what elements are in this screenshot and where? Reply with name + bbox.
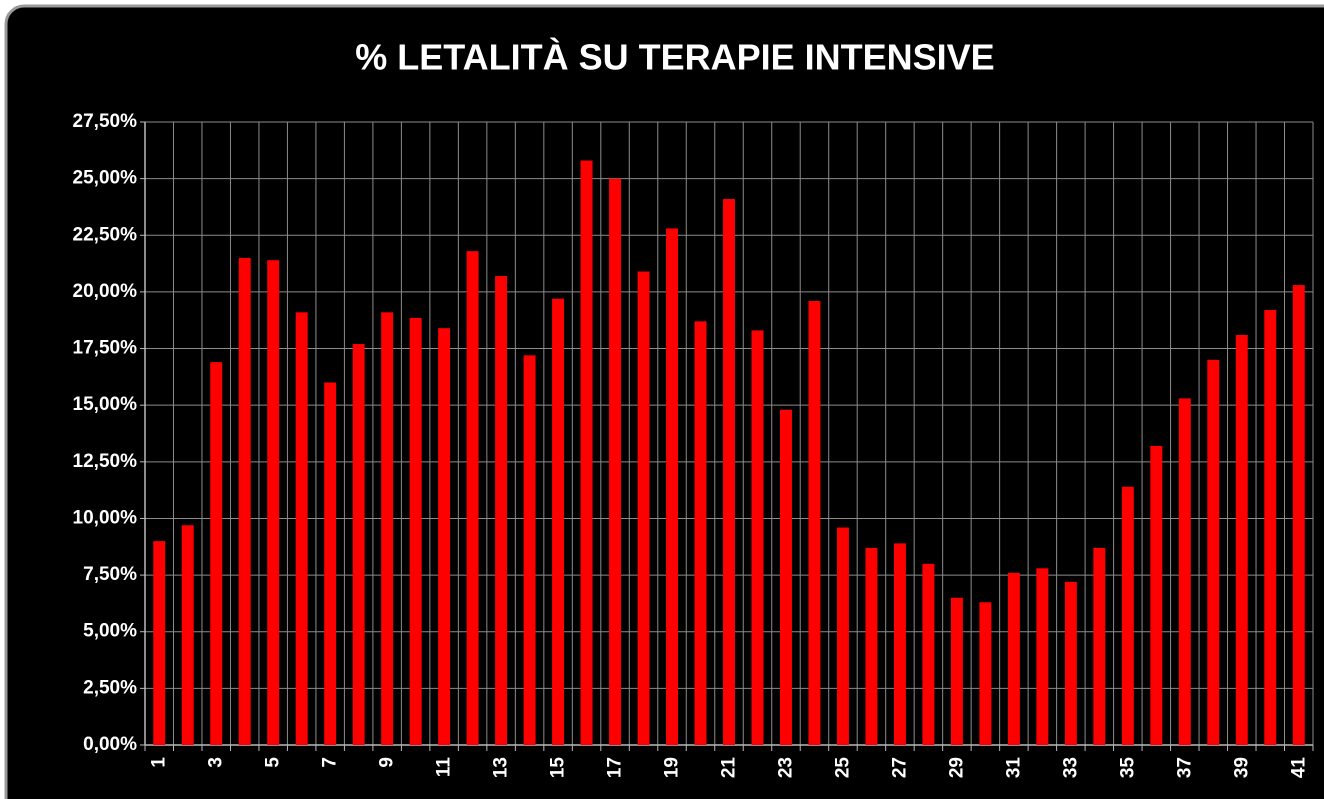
bar [1007, 572, 1020, 745]
y-tick-label: 0,00% [83, 734, 137, 755]
bar [922, 563, 935, 745]
bar [1064, 581, 1077, 745]
bar [580, 160, 593, 746]
bar [1093, 547, 1106, 745]
bar [694, 321, 707, 745]
bar [267, 260, 280, 745]
x-tick-label: 15 [548, 757, 569, 779]
bar [1178, 398, 1191, 745]
x-tick-label: 37 [1174, 757, 1195, 778]
bar [523, 355, 536, 745]
bar [751, 330, 764, 745]
x-tick-label: 27 [889, 757, 910, 778]
bar [979, 602, 992, 745]
x-tick-label: 1 [149, 757, 170, 768]
y-tick-label: 12,50% [73, 451, 138, 472]
bar [324, 382, 337, 745]
bar [295, 312, 308, 745]
bar [238, 257, 251, 745]
y-tick-label: 25,00% [73, 168, 138, 189]
bar [950, 597, 963, 745]
x-tick-label: 23 [775, 757, 796, 778]
y-tick-label: 27,50% [73, 111, 138, 132]
bar [210, 362, 223, 745]
y-tick-label: 7,50% [83, 564, 137, 585]
x-tick-label: 25 [832, 757, 853, 779]
y-tick-label: 15,00% [73, 394, 138, 415]
x-tick-label: 3 [206, 757, 227, 768]
x-tick-label: 13 [491, 757, 512, 778]
bar [609, 178, 622, 746]
bar [836, 527, 849, 745]
x-tick-label: 31 [1003, 757, 1024, 779]
bar [723, 199, 735, 745]
x-tick-label: 19 [662, 757, 683, 778]
bar [1150, 445, 1163, 745]
bar [637, 271, 650, 745]
bar [666, 228, 679, 745]
bar [779, 409, 792, 745]
x-tick-label: 39 [1231, 757, 1252, 778]
bar [181, 525, 194, 745]
x-tick-label: 11 [434, 757, 455, 778]
x-tick-label: 9 [377, 757, 398, 768]
bar [808, 300, 821, 745]
y-tick-label: 2,50% [83, 677, 137, 698]
bar [1292, 285, 1305, 745]
y-tick-label: 20,00% [73, 281, 138, 302]
bar [495, 276, 508, 745]
bar [1121, 486, 1134, 745]
bar [1036, 568, 1049, 745]
x-tick-label: 29 [946, 757, 967, 778]
x-tick-label: 35 [1117, 757, 1138, 779]
bar [865, 547, 878, 745]
chart-title: % LETALITÀ SU TERAPIE INTENSIVE [355, 37, 994, 78]
bar [409, 317, 422, 745]
bar [153, 541, 166, 745]
x-tick-label: 33 [1060, 757, 1081, 778]
bar [438, 328, 451, 745]
bar [381, 312, 394, 745]
x-tick-label: 21 [719, 757, 740, 779]
bar [552, 298, 565, 745]
x-tick-label: 41 [1288, 757, 1309, 779]
x-tick-label: 5 [263, 757, 284, 768]
bar [466, 251, 479, 745]
bar [893, 543, 906, 745]
bar [1264, 310, 1277, 745]
x-tick-label: 17 [605, 757, 626, 778]
bar [352, 344, 365, 745]
x-tick-label: 7 [320, 757, 341, 768]
bar [1207, 359, 1220, 745]
y-tick-label: 17,50% [73, 338, 138, 359]
y-tick-label: 22,50% [73, 224, 138, 245]
bar [1235, 334, 1248, 745]
y-tick-label: 5,00% [83, 621, 137, 642]
y-tick-label: 10,00% [73, 507, 138, 528]
